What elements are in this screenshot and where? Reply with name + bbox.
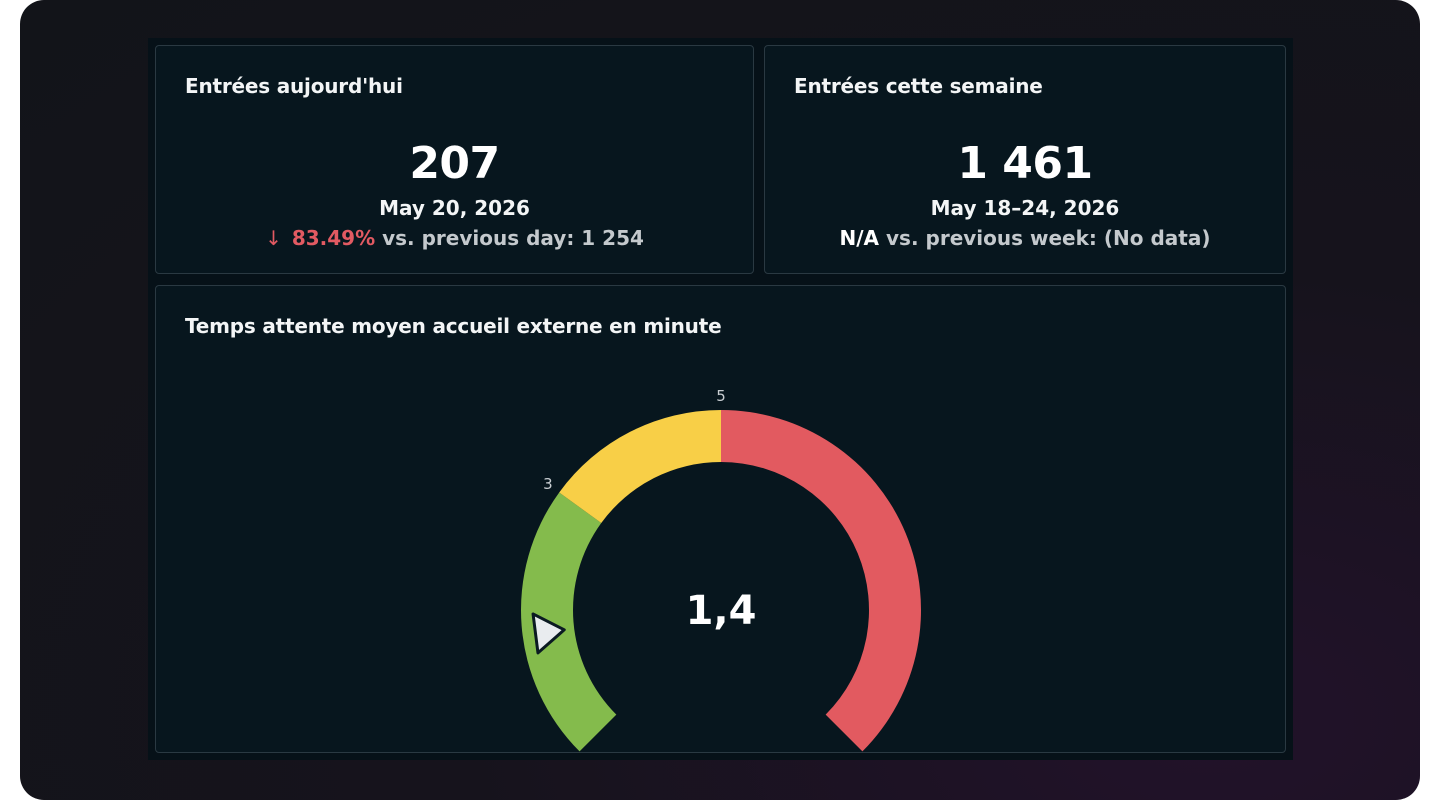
- gauge-tick-label: 10: [863, 752, 882, 754]
- kpi-week-comparison: N/A vs. previous week: (No data): [765, 226, 1285, 250]
- kpi-week-date: May 18–24, 2026: [930, 196, 1120, 220]
- kpi-card-today[interactable]: Entrées aujourd'hui 207 May 20, 2026 ↓ 83…: [155, 45, 754, 274]
- kpi-today-compare-text: vs. previous day: 1 254: [382, 226, 644, 250]
- gauge-band-0: [521, 492, 617, 752]
- kpi-today-comparison: ↓ 83.49% vs. previous day: 1 254: [156, 226, 753, 250]
- kpi-today-title: Entrées aujourd'hui: [185, 74, 403, 98]
- gauge-band-2: [721, 410, 921, 752]
- gauge-chart: 0 3 5 10 1,4: [521, 387, 921, 754]
- kpi-week-change-pct: N/A: [839, 226, 880, 250]
- gauge-band-1: [559, 410, 721, 524]
- kpi-today-change-pct: 83.49%: [291, 226, 376, 250]
- gauge-tick-label: 0: [565, 752, 575, 754]
- gauge-card[interactable]: Temps attente moyen accueil externe en m…: [155, 285, 1286, 754]
- dashboard: Entrées aujourd'hui 207 May 20, 2026 ↓ 83…: [148, 38, 1293, 760]
- kpi-today-value: 207: [409, 138, 500, 189]
- gauge-tick-label: 5: [716, 387, 726, 405]
- gauge-tick-label: 3: [543, 475, 553, 493]
- kpi-week-value: 1 461: [957, 138, 1093, 189]
- gauge-value-label: 1,4: [686, 588, 757, 634]
- kpi-week-title: Entrées cette semaine: [794, 74, 1043, 98]
- kpi-card-week[interactable]: Entrées cette semaine 1 461 May 18–24, 2…: [764, 45, 1286, 274]
- gauge-title: Temps attente moyen accueil externe en m…: [185, 314, 722, 338]
- arrow-down-icon: ↓: [265, 226, 282, 250]
- kpi-week-compare-text: vs. previous week: (No data): [886, 226, 1211, 250]
- kpi-today-date: May 20, 2026: [379, 196, 530, 220]
- gauge-needle-icon: [531, 612, 566, 655]
- app-frame: Entrées aujourd'hui 207 May 20, 2026 ↓ 83…: [20, 0, 1420, 800]
